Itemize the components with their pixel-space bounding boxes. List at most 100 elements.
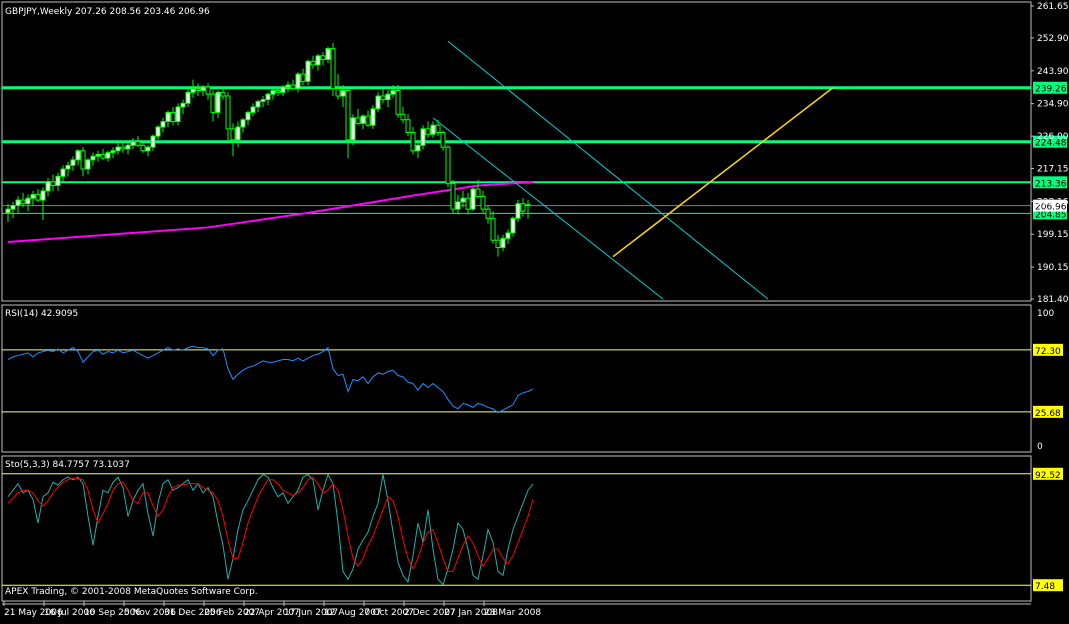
price-tick-label: 261.65: [1037, 2, 1069, 12]
candle: [30, 190, 36, 206]
candle-body-bull: [90, 155, 96, 161]
support-trendline: [612, 87, 834, 258]
candle: [375, 92, 381, 113]
candle-body-bear: [435, 124, 441, 134]
candle-body-bull: [105, 152, 111, 159]
candle: [395, 85, 401, 118]
candle-body-bull: [420, 128, 426, 146]
candle: [325, 46, 331, 64]
candle-body-bear: [205, 86, 211, 95]
candle-body-bull: [390, 90, 396, 95]
time-tick-label: 31 Dec 2006: [164, 608, 222, 618]
candle: [300, 68, 306, 86]
candle: [90, 152, 96, 166]
candle-body-bull: [460, 197, 466, 203]
candle: [290, 79, 296, 91]
candle-body-bull: [75, 150, 81, 161]
candle-body-bear: [220, 91, 226, 97]
candle: [70, 156, 76, 171]
candle-body-bull: [40, 190, 46, 201]
candle: [370, 105, 376, 129]
candle: [330, 43, 336, 96]
candle-body-bear: [335, 88, 341, 97]
candle-body-bear: [395, 90, 401, 115]
candle-body-bear: [345, 90, 351, 141]
stochastic-main-line: [7, 473, 534, 586]
candle-body-bull: [260, 99, 266, 102]
rsi-tick-label: 0: [1037, 442, 1043, 452]
candle-body-bull: [115, 146, 121, 152]
candle: [15, 196, 21, 213]
candle: [345, 86, 351, 159]
time-tick-label: 23 Mar 2008: [484, 608, 541, 618]
candle-body-bear: [135, 141, 141, 146]
candle: [355, 108, 361, 126]
candle-body-bear: [320, 55, 326, 60]
candle: [20, 192, 26, 208]
sto-level-label-7.48: 7.48: [1035, 582, 1055, 592]
candle: [25, 194, 31, 212]
candle-body-bull: [280, 86, 286, 93]
time-tick-label: 27 Jan 2008: [444, 608, 498, 618]
candle: [10, 201, 16, 219]
candle-body-bull: [350, 117, 356, 141]
candle-body-bull: [200, 86, 206, 92]
candle-body-bear: [440, 132, 446, 148]
candle-body-bull: [10, 205, 16, 210]
price-tick-label: 243.90: [1037, 67, 1069, 77]
candle-body-bull: [45, 181, 51, 192]
candle-body-bear: [355, 117, 361, 124]
candle-body-bull: [15, 199, 21, 207]
candle-body-bear: [525, 204, 531, 207]
candle-body-bull: [30, 194, 36, 199]
candle-body-bear: [170, 111, 176, 123]
candle-body-bull: [160, 121, 166, 128]
candle-body-bull: [510, 217, 516, 234]
candle-body-bull: [385, 93, 391, 101]
rsi-line: [7, 345, 534, 414]
candle-body-bear: [330, 48, 336, 90]
candle: [480, 190, 486, 213]
candle-body-bull: [130, 141, 136, 146]
candle: [305, 59, 311, 86]
candle-body-bear: [230, 128, 236, 141]
candle-body-bull: [270, 90, 276, 95]
candle: [60, 165, 66, 182]
rsi-level-label-25.68: 25.68: [1035, 409, 1061, 419]
candle-body-bear: [310, 60, 316, 66]
price-tick-label: 181.40: [1037, 295, 1069, 305]
candle: [285, 81, 291, 93]
candle-body-bull: [215, 91, 221, 113]
candle: [335, 74, 341, 100]
candle: [225, 92, 231, 144]
candle-body-bear: [485, 208, 491, 219]
candle: [190, 79, 196, 98]
rsi-level-label-72.30: 72.30: [1035, 347, 1061, 357]
time-tick-label: 16 Jul 2006: [44, 608, 95, 618]
candle-body-bear: [120, 146, 126, 150]
candle-body-bear: [80, 150, 86, 170]
channel-upper-line: [447, 40, 769, 300]
hline-label-bg-213.36: [1033, 176, 1067, 189]
candle: [455, 194, 461, 215]
candle: [145, 145, 151, 157]
candle: [490, 211, 496, 244]
time-tick-label: 7 Oct 2007: [364, 608, 414, 618]
candle: [55, 172, 61, 191]
hline-label-206.96: 206.96: [1035, 203, 1067, 213]
candle: [230, 123, 236, 157]
time-tick-label: 2 Dec 2007: [404, 608, 456, 618]
candle: [235, 121, 241, 148]
candle: [280, 85, 286, 96]
candle-body-bear: [225, 95, 231, 130]
candle-body-bull: [255, 100, 261, 108]
candle-body-bull: [55, 175, 61, 186]
rsi-level-bg-25.68: [1033, 405, 1063, 418]
candle: [265, 92, 271, 106]
candle-body-bull: [180, 102, 186, 108]
candle: [460, 190, 466, 208]
price-tick-label: 234.90: [1037, 100, 1069, 110]
stochastic-title: Sto(5,3,3) 84.7757 73.1037: [5, 460, 130, 470]
candle-body-bull: [455, 201, 461, 210]
